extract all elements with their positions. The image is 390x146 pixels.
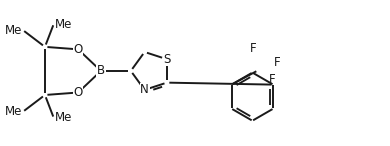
- Text: Me: Me: [5, 24, 22, 37]
- Text: F: F: [250, 42, 257, 55]
- Text: O: O: [73, 86, 83, 99]
- Text: F: F: [268, 73, 275, 86]
- Text: B: B: [97, 64, 105, 77]
- Text: S: S: [163, 53, 170, 66]
- Text: O: O: [73, 43, 83, 56]
- Text: N: N: [140, 83, 149, 96]
- Text: Me: Me: [5, 105, 22, 118]
- Text: F: F: [273, 56, 280, 69]
- Text: Me: Me: [55, 18, 73, 31]
- Text: Me: Me: [55, 111, 73, 124]
